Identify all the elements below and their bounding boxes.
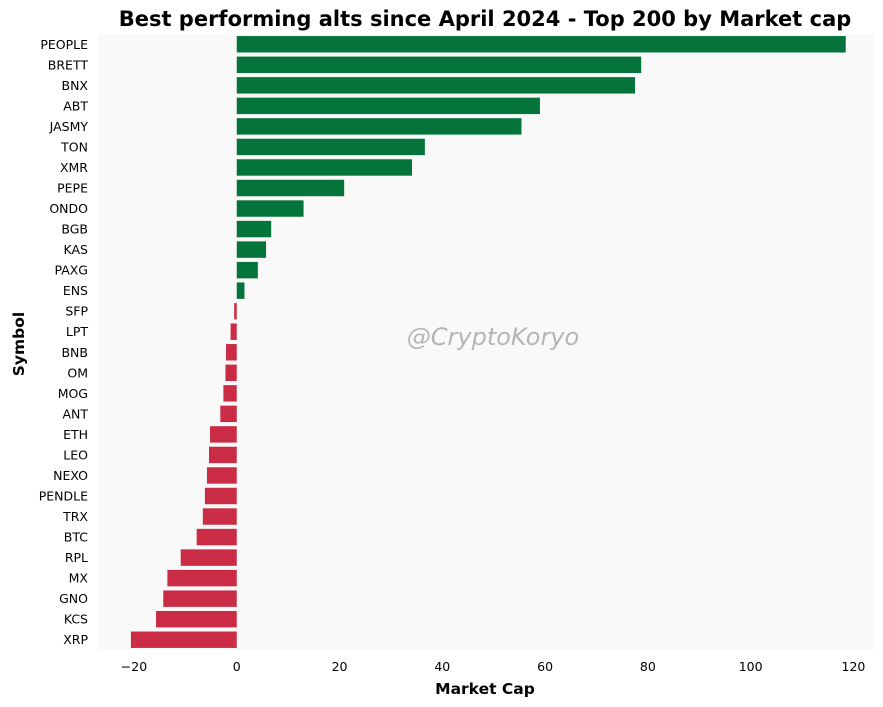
x-tick-label: 0 bbox=[233, 659, 241, 674]
y-tick-label-kcs: KCS bbox=[64, 612, 88, 627]
y-tick-label-ant: ANT bbox=[62, 406, 88, 421]
bar-jasmy bbox=[236, 118, 522, 135]
bar-rpl bbox=[180, 549, 237, 566]
bar-ondo bbox=[236, 200, 304, 217]
bar-kcs bbox=[156, 610, 237, 628]
y-tick-label-gno: GNO bbox=[59, 591, 88, 606]
bar-ens bbox=[236, 282, 245, 299]
x-axis-title: Market Cap bbox=[435, 680, 535, 698]
plot-area bbox=[98, 34, 874, 650]
y-tick-label-sfp: SFP bbox=[65, 304, 88, 319]
y-tick-label-bnx: BNX bbox=[62, 78, 89, 93]
bar-xmr bbox=[236, 159, 412, 176]
bar-sfp bbox=[234, 302, 237, 320]
y-axis-title: Symbol bbox=[10, 312, 28, 376]
y-tick-label-btc: BTC bbox=[64, 530, 88, 545]
bar-abt bbox=[236, 97, 540, 115]
bar-nexo bbox=[206, 467, 237, 484]
bar-paxg bbox=[236, 261, 258, 279]
y-tick-label-mog: MOG bbox=[58, 386, 88, 401]
watermark: @CryptoKoryo bbox=[407, 323, 579, 351]
bar-xrp bbox=[130, 631, 237, 648]
x-tick-label: 40 bbox=[434, 659, 450, 674]
bar-bnb bbox=[225, 344, 237, 361]
bar-bnx bbox=[236, 77, 636, 94]
bars-group bbox=[130, 36, 846, 648]
x-tick-label: 120 bbox=[842, 659, 866, 674]
bar-pendle bbox=[204, 487, 237, 505]
bar-gno bbox=[163, 590, 237, 607]
x-tick-label: 60 bbox=[537, 659, 553, 674]
bar-trx bbox=[202, 508, 237, 525]
bar-om bbox=[225, 364, 237, 382]
y-tick-label-brett: BRETT bbox=[48, 57, 89, 72]
bar-eth bbox=[210, 426, 237, 443]
y-tick-label-bnb: BNB bbox=[61, 345, 88, 360]
y-tick-label-mx: MX bbox=[69, 571, 89, 586]
y-tick-label-pendle: PENDLE bbox=[39, 489, 88, 504]
bar-ton bbox=[236, 138, 425, 156]
y-tick-label-kas: KAS bbox=[64, 242, 89, 257]
bar-mog bbox=[223, 385, 237, 402]
bar-bgb bbox=[236, 220, 272, 238]
x-tick-label: 100 bbox=[739, 659, 763, 674]
x-tick-label: −20 bbox=[121, 659, 147, 674]
y-tick-label-om: OM bbox=[67, 365, 88, 380]
bar-people bbox=[236, 36, 846, 53]
y-tick-label-pepe: PEPE bbox=[57, 181, 88, 196]
y-tick-label-abt: ABT bbox=[63, 98, 88, 113]
bar-kas bbox=[236, 241, 267, 258]
y-tick-label-eth: ETH bbox=[63, 427, 88, 442]
y-tick-label-trx: TRX bbox=[62, 509, 88, 524]
y-tick-label-xmr: XMR bbox=[60, 160, 88, 175]
bar-pepe bbox=[236, 179, 345, 197]
y-tick-label-ens: ENS bbox=[63, 283, 88, 298]
y-tick-label-rpl: RPL bbox=[65, 550, 88, 565]
x-tick-label: 20 bbox=[332, 659, 348, 674]
chart-title: Best performing alts since April 2024 - … bbox=[119, 7, 852, 31]
y-tick-label-lpt: LPT bbox=[66, 324, 89, 339]
y-tick-label-bgb: BGB bbox=[61, 222, 88, 237]
y-tick-label-nexo: NEXO bbox=[53, 468, 88, 483]
y-tick-label-xrp: XRP bbox=[63, 632, 88, 647]
y-tick-label-ton: TON bbox=[60, 139, 88, 154]
y-tick-label-people: PEOPLE bbox=[40, 37, 88, 52]
x-tick-labels: −20 0 20 40 60 80 100 120 bbox=[121, 659, 866, 674]
y-tick-label-paxg: PAXG bbox=[54, 263, 88, 278]
bar-btc bbox=[196, 528, 237, 546]
bar-leo bbox=[209, 446, 237, 464]
bar-ant bbox=[220, 405, 237, 423]
y-tick-labels: PEOPLE BRETT BNX ABT JASMY TON XMR PEPE ONDO BGB K… bbox=[39, 37, 89, 647]
y-tick-label-leo: LEO bbox=[63, 447, 88, 462]
x-tick-label: 80 bbox=[640, 659, 656, 674]
bar-lpt bbox=[230, 323, 237, 340]
y-tick-label-jasmy: JASMY bbox=[49, 119, 89, 134]
bar-brett bbox=[236, 56, 642, 74]
y-tick-label-ondo: ONDO bbox=[49, 201, 88, 216]
bar-mx bbox=[167, 569, 237, 587]
